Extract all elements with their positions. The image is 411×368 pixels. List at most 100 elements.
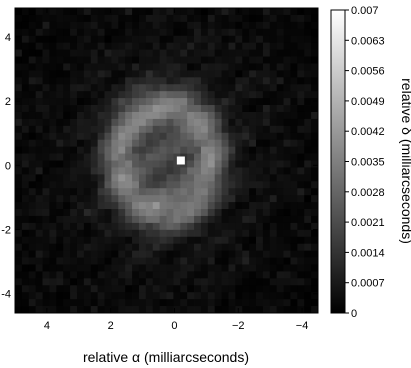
heatmap-cell [76,125,85,134]
heatmap-cell [297,56,305,64]
heatmap-cell [276,209,284,217]
y-tick-label: 2 [5,96,11,108]
heatmap-cell [187,105,195,113]
heatmap-cell [90,28,99,37]
heatmap-cell [138,35,147,44]
heatmap-cell [180,146,188,154]
heatmap-cell [152,146,161,154]
y-tick-label: 0 [5,160,11,172]
heatmap-cell [15,146,23,154]
heatmap-cell [242,42,250,50]
y-tick-label: 4 [5,32,11,44]
heatmap-cell [90,229,99,238]
heatmap-cell [269,146,278,154]
heatmap-cell [35,278,43,286]
heatmap-cell [180,98,188,106]
heatmap-cell [166,236,174,245]
heatmap-cell [42,98,50,106]
heatmap-cell [159,70,167,78]
heatmap-cell [173,188,181,196]
heatmap-cell [297,77,305,85]
heatmap-cell [145,174,154,182]
heatmap-cell [118,167,126,175]
heatmap-cell [214,188,222,196]
heatmap-cell [63,167,71,175]
heatmap-cell [221,84,229,92]
heatmap-cell [138,215,147,224]
heatmap-cell [159,292,167,300]
heatmap-cell [166,195,174,203]
heatmap-cell [15,42,23,50]
heatmap-cell [15,167,23,175]
heatmap-cell [256,42,264,50]
heatmap-cell [235,229,243,238]
heatmap-cell [194,188,202,196]
heatmap-cell [249,118,257,127]
heatmap-cell [104,42,112,50]
heatmap-cell [221,14,229,23]
heatmap-cell [63,153,71,161]
heatmap-cell [228,139,236,148]
heatmap-cell [97,215,105,224]
heatmap-cell [242,243,250,252]
heatmap-cell [262,174,271,182]
heatmap-cell [297,174,305,182]
heatmap-cell [276,77,284,85]
heatmap-cell [118,21,126,30]
heatmap-cell [180,271,188,279]
heatmap-cell [90,139,99,148]
heatmap-cell [173,70,181,78]
heatmap-cell [187,146,195,154]
heatmap-cell [76,49,85,57]
heatmap-cell [125,215,133,224]
heatmap-cell [173,111,181,120]
heatmap-cell [207,105,216,113]
heatmap-cell [304,167,312,175]
heatmap-cell [42,243,50,252]
heatmap-cell [138,70,147,78]
heatmap-cell [242,98,250,106]
heatmap-cell [138,153,147,161]
heatmap-cell [90,105,99,113]
heatmap-cell [200,250,209,258]
heatmap-cell [242,118,250,127]
heatmap-cell [256,195,264,203]
heatmap-cell [200,243,209,252]
heatmap-cell [76,111,85,120]
heatmap-cell [83,181,92,189]
heatmap-cell [76,91,85,99]
heatmap-cell [242,250,250,258]
heatmap-cell [145,98,154,106]
heatmap-cell [249,8,257,16]
heatmap-cell [269,250,278,258]
heatmap-cell [256,139,264,148]
heatmap-cell [194,243,202,252]
heatmap-cell [262,49,271,57]
heatmap-cell [28,215,37,224]
heatmap-cell [221,243,229,252]
heatmap-cell [166,188,174,196]
heatmap-cell [83,111,92,120]
heatmap-cell [49,21,57,30]
heatmap-cell [104,202,112,210]
heatmap-cell [15,195,23,203]
heatmap-cell [49,181,57,189]
heatmap-cell [132,299,140,307]
heatmap-cell [228,91,236,99]
heatmap-cell [35,181,43,189]
heatmap-cell [35,222,43,231]
heatmap-cell [290,202,298,210]
heatmap-cell [228,292,236,300]
heatmap-cell [152,278,161,286]
heatmap-cell [228,278,236,286]
heatmap-cell [111,202,119,210]
heatmap-cell [173,285,181,293]
heatmap-cell [63,292,71,300]
heatmap-cell [311,8,319,16]
heatmap-cell [21,174,30,182]
heatmap-cell [83,292,92,300]
heatmap-cell [111,264,119,272]
heatmap-cell [70,278,78,286]
heatmap-cell [63,222,71,231]
heatmap-cell [118,285,126,293]
